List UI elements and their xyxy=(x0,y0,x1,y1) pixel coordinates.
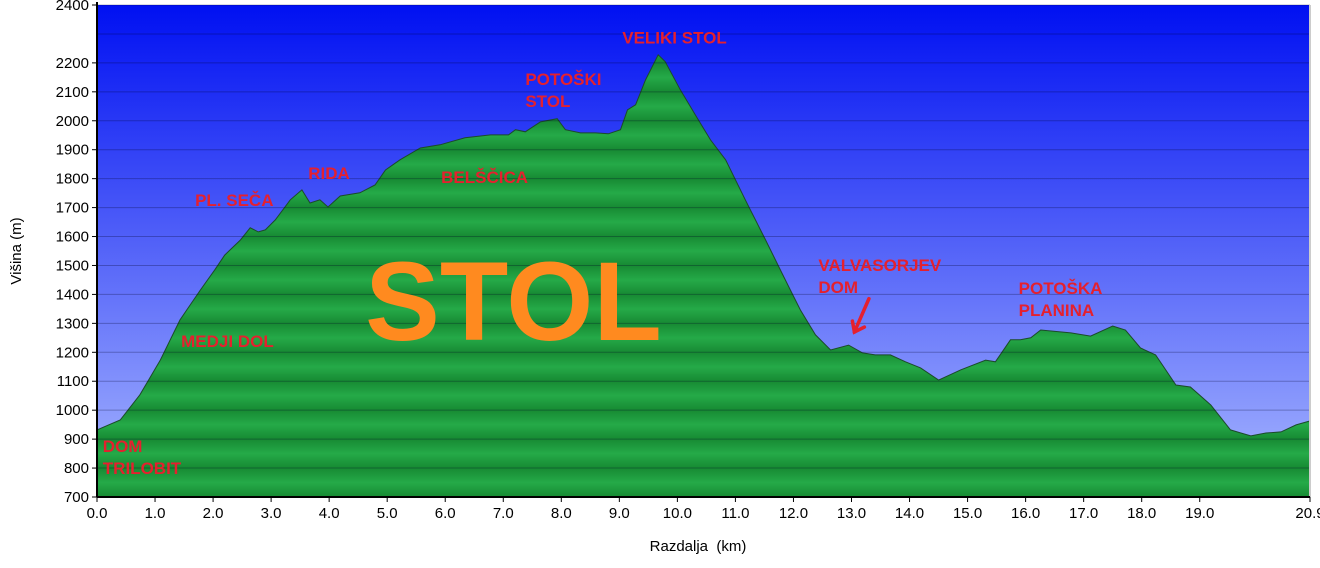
x-tick-label: 19.0 xyxy=(1185,505,1214,522)
y-tick-label: 2400 xyxy=(56,0,89,14)
y-tick-label: 2200 xyxy=(56,55,89,72)
x-tick-label: 15.0 xyxy=(953,505,982,522)
x-tick-label: 1.0 xyxy=(145,505,166,522)
y-tick-label: 1500 xyxy=(56,257,89,274)
x-tick-label: 17.0 xyxy=(1069,505,1098,522)
y-tick-label: 1000 xyxy=(56,402,89,419)
x-tick-label: 8.0 xyxy=(551,505,572,522)
annotation-label: PLANINA xyxy=(1019,301,1095,320)
annotation-label: DOM xyxy=(818,278,858,297)
y-axis-label: Višina (m) xyxy=(8,217,25,284)
x-tick-label: 7.0 xyxy=(493,505,514,522)
x-tick-label: 20.9 xyxy=(1295,505,1320,522)
y-tick-label: 1900 xyxy=(56,142,89,159)
annotation-label: VALVASORJEV xyxy=(818,256,941,275)
y-tick-label: 2100 xyxy=(56,84,89,101)
annotations: VELIKI STOL POTOŠKI STOL RIDA PL. SEČA BELŠČI… xyxy=(103,29,1103,478)
y-axis: 700 800 900 1000 1100 1200 1300 1400 1500 1600 170… xyxy=(56,0,97,506)
x-tick-label: 14.0 xyxy=(895,505,924,522)
x-tick-label: 3.0 xyxy=(261,505,282,522)
annotation-label: RIDA xyxy=(308,164,350,183)
x-tick-label: 13.0 xyxy=(837,505,866,522)
x-tick-label: 18.0 xyxy=(1127,505,1156,522)
y-tick-label: 1300 xyxy=(56,315,89,332)
plot-area xyxy=(96,2,1311,498)
annotation-label: POTOŠKI xyxy=(525,70,601,89)
y-tick-label: 1100 xyxy=(57,373,89,390)
x-tick-label: 12.0 xyxy=(779,505,808,522)
y-tick-label: 1400 xyxy=(56,286,89,303)
annotation-label: MEDJI DOL xyxy=(181,332,274,351)
y-tick-label: 900 xyxy=(64,431,89,448)
y-tick-label: 700 xyxy=(64,489,89,506)
annotation-label: TRILOBIT xyxy=(103,459,182,478)
annotation-label: STOL xyxy=(525,92,570,111)
y-tick-label: 1800 xyxy=(56,171,89,188)
elevation-area xyxy=(96,53,1311,498)
y-tick-label: 800 xyxy=(64,460,89,477)
y-tick-label: 2000 xyxy=(56,113,89,130)
annotation-label: BELŠČICA xyxy=(441,168,528,187)
annotation-label: PL. SEČA xyxy=(195,191,273,210)
y-tick-label: 1200 xyxy=(56,344,89,361)
annotation-label: POTOŠKA xyxy=(1019,279,1103,298)
arrow-head-icon xyxy=(850,319,867,335)
x-axis-label: Razdalja (km) xyxy=(650,538,747,555)
x-tick-label: 5.0 xyxy=(377,505,398,522)
chart-title: STOL xyxy=(365,239,662,364)
x-tick-label: 4.0 xyxy=(319,505,340,522)
x-tick-label: 11.0 xyxy=(721,505,749,522)
x-tick-label: 6.0 xyxy=(435,505,456,522)
x-tick-label: 10.0 xyxy=(663,505,692,522)
x-tick-label: 9.0 xyxy=(609,505,630,522)
x-axis: 0.0 1.0 2.0 3.0 4.0 5.0 6.0 7.0 8.0 9.0 10.0 11.0 12… xyxy=(87,497,1320,522)
y-tick-label: 1700 xyxy=(56,200,89,217)
y-tick-label: 1600 xyxy=(56,229,89,246)
x-tick-label: 2.0 xyxy=(203,505,224,522)
x-tick-label: 0.0 xyxy=(87,505,108,522)
x-tick-label: 16.0 xyxy=(1011,505,1040,522)
annotation-label: VELIKI STOL xyxy=(622,29,727,48)
arrow-icon xyxy=(852,297,871,334)
annotation-label: DOM xyxy=(103,437,143,456)
